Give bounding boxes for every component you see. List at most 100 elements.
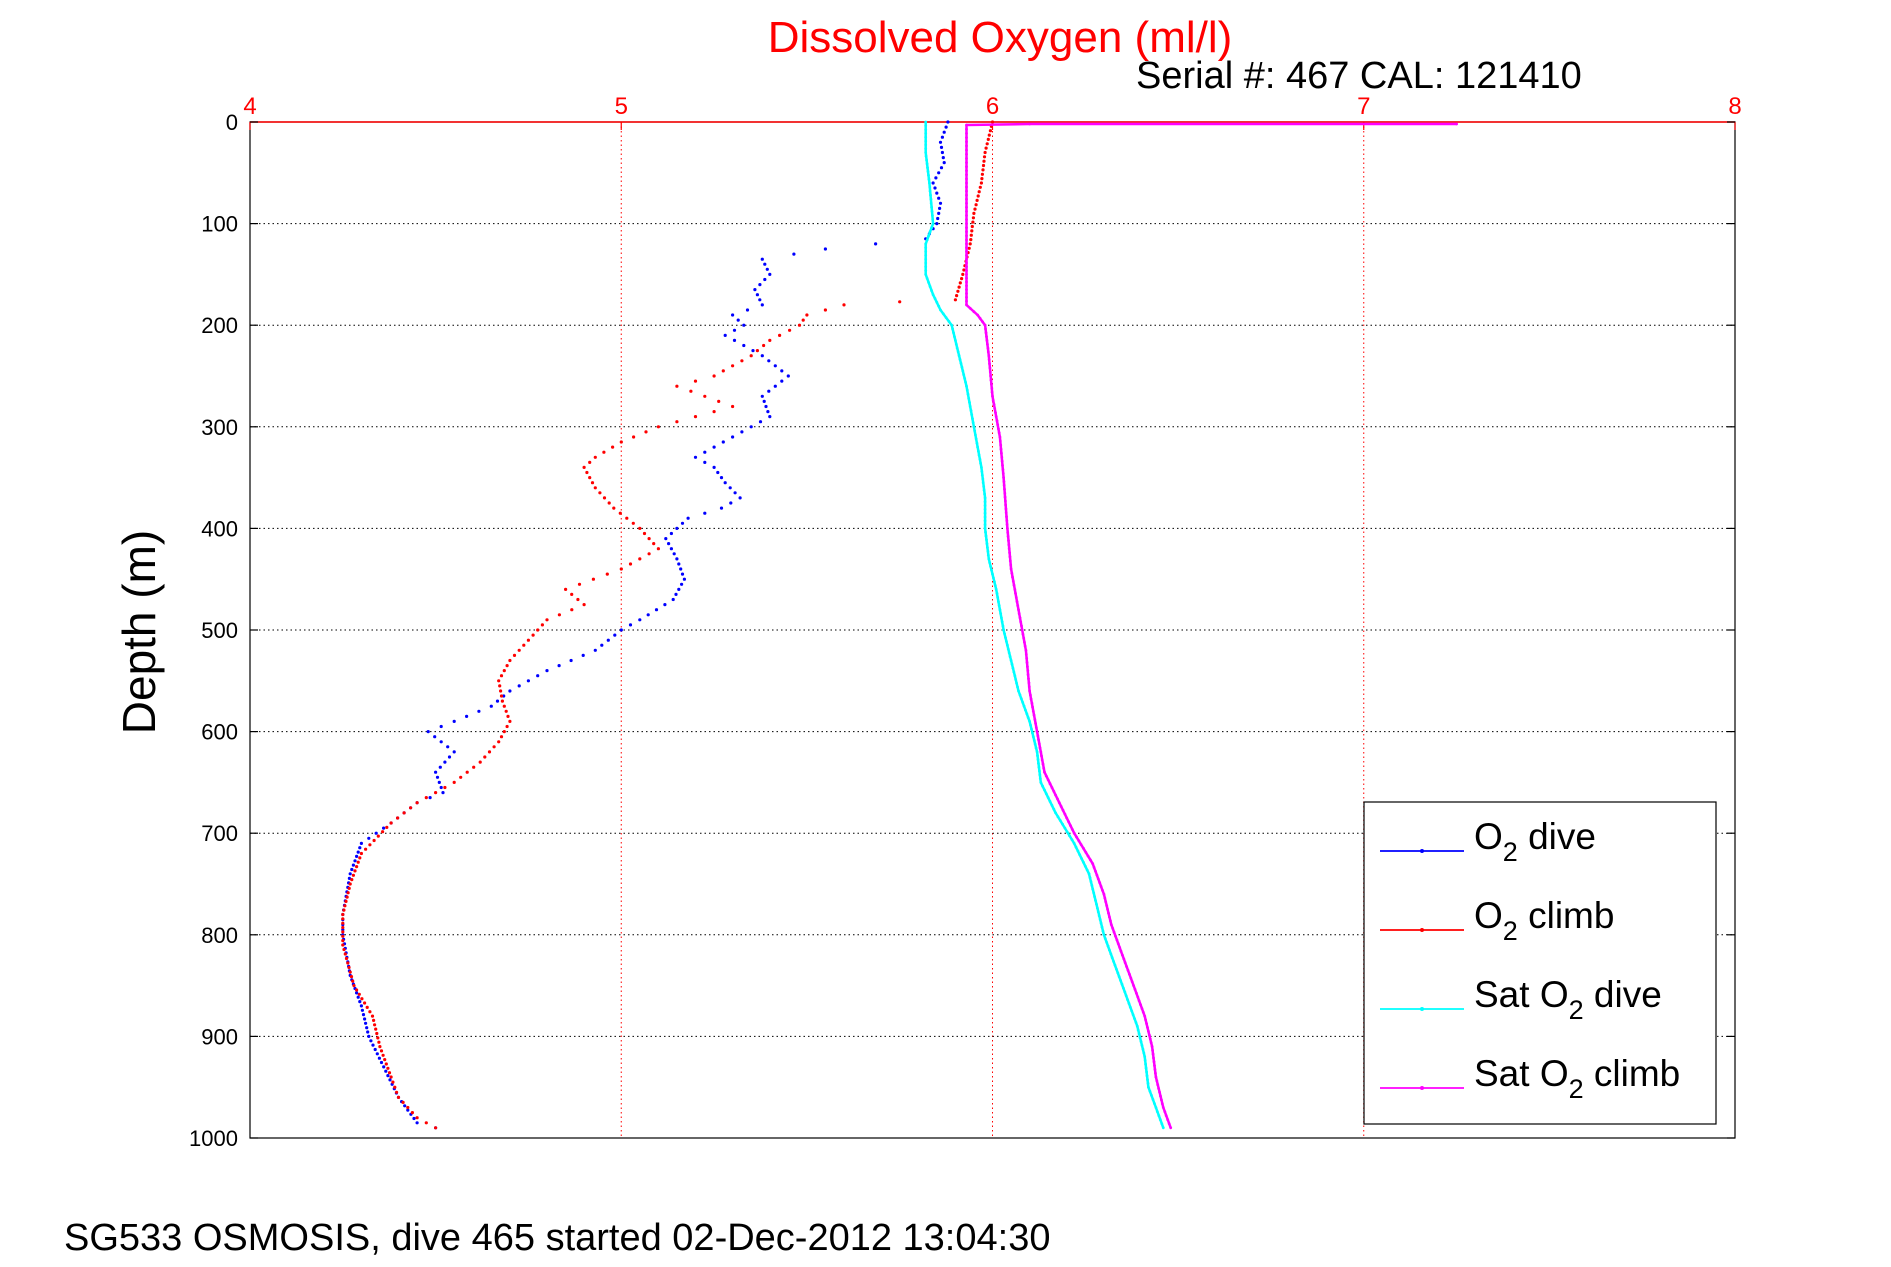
series-point-o2-climb <box>355 865 359 869</box>
series-point-sat-o2-climb <box>994 415 998 418</box>
series-point-sat-o2-climb <box>1125 965 1128 968</box>
series-point-sat-o2-climb <box>965 284 968 288</box>
series-point-sat-o2-dive <box>1006 643 1009 647</box>
series-point-o2-dive <box>439 785 443 790</box>
series-point-sat-o2-climb <box>1101 889 1104 892</box>
series-point-sat-o2-dive <box>1036 754 1039 758</box>
series-point-sat-o2-dive <box>1115 967 1118 971</box>
legend-label-base: Sat O <box>1474 1053 1569 1094</box>
series-point-o2-climb <box>368 843 372 847</box>
series-point-sat-o2-dive <box>966 392 970 396</box>
series-point-sat-o2-dive <box>1123 990 1127 994</box>
series-point-o2-climb <box>389 821 393 825</box>
series-point-o2-climb <box>348 970 352 974</box>
series-point-o2-climb <box>341 934 345 938</box>
series-point-o2-climb <box>984 146 988 150</box>
series-point-sat-o2-dive <box>1141 1047 1145 1051</box>
series-point-sat-o2-climb <box>968 306 972 310</box>
y-tick-label: 100 <box>201 212 238 237</box>
series-point-sat-o2-climb <box>1141 1010 1145 1014</box>
series-point-sat-o2-climb <box>965 265 968 269</box>
series-point-o2-climb <box>980 177 984 181</box>
series-point-sat-o2-climb <box>1050 786 1054 789</box>
series-point-sat-o2-climb <box>1157 1087 1160 1090</box>
series-point-sat-o2-climb <box>1026 665 1029 668</box>
series-point-o2-dive <box>593 648 597 652</box>
series-point-sat-o2-climb <box>989 374 992 378</box>
series-point-o2-dive <box>348 872 352 876</box>
series-point-sat-o2-dive <box>984 534 988 538</box>
series-point-o2-climb <box>395 1090 399 1094</box>
y-tick-label: 400 <box>201 516 238 541</box>
series-point-sat-o2-climb <box>1151 1052 1155 1056</box>
series-point-sat-o2-dive <box>1144 1062 1147 1066</box>
series-point-o2-dive <box>944 125 948 129</box>
series-point-sat-o2-dive <box>1153 1102 1156 1105</box>
series-point-o2-climb <box>778 333 782 337</box>
series-point-sat-o2-climb <box>1037 738 1040 742</box>
series-point-sat-o2-climb <box>1023 644 1027 648</box>
series-point-sat-o2-dive <box>965 388 969 392</box>
series-point-sat-o2-climb <box>965 222 968 226</box>
series-point-o2-climb <box>628 562 633 566</box>
series-point-sat-o2-climb <box>965 140 968 144</box>
x-tick-label: 4 <box>243 93 256 120</box>
series-point-sat-o2-dive <box>970 413 974 416</box>
chart-subtitle: Serial #: 467 CAL: 121410 <box>1136 55 1582 97</box>
series-point-sat-o2-dive <box>924 151 928 154</box>
series-point-sat-o2-dive <box>1089 880 1093 883</box>
series-point-sat-o2-dive <box>937 304 941 308</box>
series-point-o2-climb <box>341 925 345 930</box>
series-point-sat-o2-climb <box>965 181 968 185</box>
series-point-o2-dive <box>638 618 642 622</box>
series-point-o2-dive <box>768 272 772 276</box>
series-point-sat-o2-climb <box>1010 571 1014 575</box>
series-point-o2-climb <box>801 318 805 322</box>
series-point-o2-dive <box>388 1078 392 1082</box>
series-point-sat-o2-dive <box>930 210 934 213</box>
series-point-sat-o2-dive <box>1016 685 1019 689</box>
series-point-o2-climb <box>971 216 976 220</box>
series-point-sat-o2-dive <box>994 588 998 591</box>
series-point-sat-o2-dive <box>1140 1043 1144 1047</box>
series-point-sat-o2-climb <box>1106 908 1109 911</box>
series-point-sat-o2-climb <box>1084 850 1088 854</box>
series-point-o2-climb <box>377 1040 381 1044</box>
series-point-sat-o2-climb <box>1018 616 1022 620</box>
series-point-sat-o2-climb <box>1070 828 1074 831</box>
series-point-sat-o2-dive <box>981 477 985 481</box>
series-point-sat-o2-climb <box>1095 873 1099 877</box>
series-point-o2-dive <box>716 470 720 475</box>
series-point-sat-o2-dive <box>981 481 985 485</box>
series-point-sat-o2-dive <box>931 214 934 217</box>
series-point-o2-dive <box>753 288 757 292</box>
series-point-o2-dive <box>712 465 716 469</box>
series-point-o2-dive <box>933 186 937 190</box>
series-point-sat-o2-climb <box>1140 1007 1144 1010</box>
series-point-sat-o2-dive <box>927 234 930 238</box>
series-point-sat-o2-dive <box>983 504 987 507</box>
series-point-sat-o2-climb <box>990 390 994 394</box>
series-point-sat-o2-climb <box>1151 1049 1154 1052</box>
series-point-o2-climb <box>638 526 642 531</box>
series-point-sat-o2-climb <box>1011 579 1015 583</box>
series-point-sat-o2-dive <box>1043 788 1046 792</box>
series-point-o2-dive <box>674 592 678 597</box>
series-point-o2-dive <box>386 1074 390 1078</box>
series-point-sat-o2-dive <box>1161 1126 1165 1130</box>
series-point-o2-climb <box>602 496 607 500</box>
series-point-sat-o2-dive <box>1144 1066 1148 1070</box>
series-point-sat-o2-climb <box>1098 881 1102 885</box>
series-point-sat-o2-climb <box>1144 1018 1147 1022</box>
series-point-o2-dive <box>646 613 650 617</box>
series-point-sat-o2-climb <box>965 234 968 238</box>
series-point-o2-dive <box>569 658 573 663</box>
series-point-sat-o2-dive <box>939 308 942 312</box>
series-point-sat-o2-dive <box>1091 887 1095 891</box>
series-point-sat-o2-climb <box>1163 1110 1167 1113</box>
series-point-sat-o2-climb <box>1148 1033 1151 1037</box>
series-point-o2-climb <box>823 308 828 312</box>
series-point-sat-o2-climb <box>1114 934 1117 938</box>
series-point-sat-o2-climb <box>993 407 997 410</box>
series-point-o2-dive <box>663 603 667 607</box>
